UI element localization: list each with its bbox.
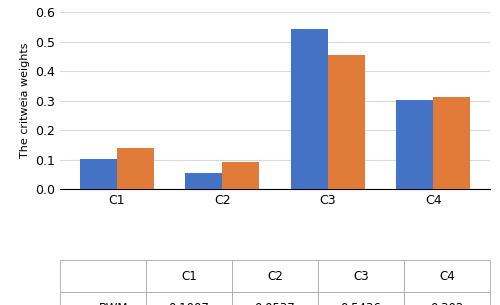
Bar	[328, 55, 365, 189]
Bar	[80, 160, 116, 189]
Bar	[291, 29, 328, 189]
Y-axis label: The critweia weights: The critweia weights	[20, 43, 30, 158]
Bar	[396, 100, 434, 189]
Bar	[116, 148, 154, 189]
Bar	[222, 162, 259, 189]
Text: BWM: BWM	[98, 302, 128, 305]
Bar	[434, 97, 470, 189]
Bar	[185, 173, 222, 189]
